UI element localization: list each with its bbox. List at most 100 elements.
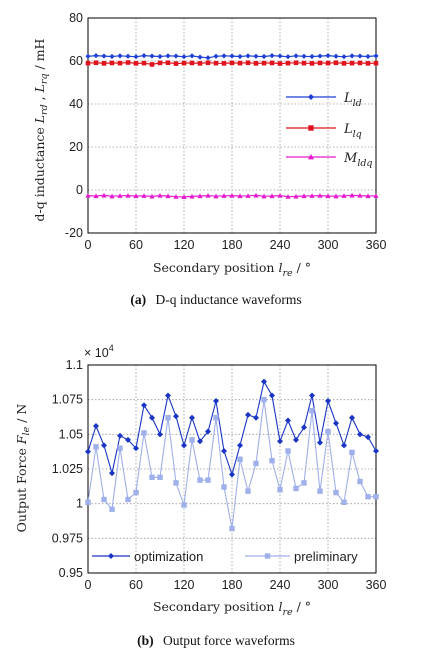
- data-point-l_lq: [173, 61, 179, 66]
- caption-a-text: D-q inductance waveforms: [155, 292, 302, 307]
- data-point-l_lq: [317, 60, 323, 66]
- data-point-optimization: [349, 414, 355, 421]
- x-tick-label: 300: [318, 238, 339, 252]
- data-point-preliminary: [189, 437, 195, 443]
- data-point-preliminary: [141, 430, 147, 436]
- y-tick-label: 0.95: [59, 566, 83, 580]
- data-point-preliminary: [213, 414, 219, 421]
- data-point-m_ldq: [109, 193, 115, 199]
- data-point-l_lq: [197, 61, 203, 66]
- data-point-optimization: [245, 411, 251, 418]
- data-point-l_ld: [157, 53, 163, 60]
- data-point-l_ld: [293, 53, 299, 59]
- x-tick-label: 360: [366, 238, 387, 252]
- data-point-l_lq: [157, 60, 163, 66]
- data-point-l_ld: [365, 53, 371, 60]
- data-point-l_lq: [237, 60, 243, 66]
- data-point-l_ld: [189, 53, 195, 59]
- data-point-optimization: [277, 438, 283, 445]
- data-point-l_ld: [141, 53, 147, 59]
- plot-frame: [87, 17, 377, 234]
- data-point-l_ld: [253, 53, 259, 59]
- data-point-l_lq: [213, 60, 219, 66]
- series-line-preliminary: [87, 399, 376, 529]
- data-point-m_ldq: [165, 193, 171, 199]
- data-point-optimization: [301, 424, 307, 431]
- data-point-l_lq: [101, 61, 107, 66]
- data-point-l_ld: [317, 53, 323, 59]
- data-point-l_lq: [349, 60, 355, 66]
- data-point-preliminary: [317, 488, 323, 494]
- data-point-m_ldq: [197, 193, 203, 199]
- data-point-l_lq: [149, 62, 155, 67]
- data-point-m_ldq: [85, 192, 91, 198]
- caption-a-tag: (a): [130, 292, 147, 307]
- data-point-m_ldq: [173, 194, 179, 199]
- data-point-preliminary: [125, 496, 131, 503]
- data-point-optimization: [357, 431, 363, 438]
- data-point-optimization: [149, 414, 155, 421]
- data-point-preliminary: [357, 478, 363, 485]
- data-point-l_lq: [341, 61, 347, 66]
- data-point-preliminary: [269, 457, 275, 464]
- data-point-l_ld: [333, 53, 339, 59]
- data-point-m_ldq: [285, 194, 291, 199]
- data-point-l_lq: [245, 60, 251, 66]
- data-point-l_lq: [93, 60, 99, 66]
- caption-b-text: Output force waveforms: [162, 633, 295, 648]
- data-point-preliminary: [285, 448, 291, 454]
- data-point-m_ldq: [253, 192, 259, 198]
- y-tick-label: 1.1: [66, 358, 83, 372]
- data-point-l_ld: [197, 54, 203, 60]
- x-tick-label: 60: [129, 578, 143, 592]
- data-point-l_lq: [365, 61, 371, 66]
- data-point-preliminary: [173, 480, 179, 486]
- data-point-l_lq: [261, 60, 267, 66]
- y-tick-label: 80: [69, 11, 83, 25]
- data-point-optimization: [157, 431, 163, 438]
- data-point-preliminary: [277, 487, 283, 493]
- legend-marker-optimization: [108, 553, 114, 559]
- data-point-l_ld: [101, 53, 107, 59]
- data-point-m_ldq: [229, 192, 235, 198]
- data-point-l_lq: [125, 60, 131, 65]
- x-tick-label: 180: [222, 578, 243, 592]
- data-point-m_ldq: [133, 193, 139, 199]
- y-tick-label: 1.05: [59, 427, 83, 441]
- data-point-optimization: [261, 378, 267, 385]
- data-point-optimization: [293, 436, 299, 443]
- data-point-optimization: [165, 392, 171, 399]
- data-point-m_ldq: [269, 193, 275, 199]
- data-point-optimization: [253, 414, 259, 421]
- chart-b-y-axis-label: Output Force Fle / N: [14, 404, 32, 533]
- data-point-m_ldq: [317, 192, 323, 198]
- data-point-optimization: [285, 417, 291, 424]
- data-point-m_ldq: [189, 193, 195, 199]
- x-tick-label: 240: [270, 238, 291, 252]
- data-point-m_ldq: [293, 193, 299, 199]
- data-point-l_ld: [349, 53, 355, 59]
- data-point-l_ld: [277, 53, 283, 59]
- data-point-optimization: [309, 392, 315, 399]
- data-point-preliminary: [325, 428, 331, 435]
- chart-b-series: [85, 378, 379, 532]
- data-point-m_ldq: [333, 193, 339, 199]
- data-point-l_lq: [325, 60, 331, 66]
- data-point-optimization: [189, 414, 195, 421]
- data-point-preliminary: [373, 494, 379, 500]
- data-point-m_ldq: [301, 193, 307, 199]
- data-point-l_ld: [125, 53, 131, 59]
- data-point-preliminary: [93, 444, 99, 450]
- data-point-l_lq: [333, 60, 339, 66]
- data-point-l_lq: [109, 60, 115, 66]
- data-point-preliminary: [165, 414, 171, 421]
- x-tick-label: 300: [318, 578, 339, 592]
- data-point-l_ld: [133, 54, 139, 60]
- data-point-preliminary: [253, 460, 259, 467]
- data-point-optimization: [85, 448, 91, 455]
- data-point-optimization: [125, 436, 131, 443]
- legend-label-l_ld: Lld: [343, 91, 362, 109]
- data-point-preliminary: [109, 506, 115, 512]
- y-tick-label: 40: [69, 97, 83, 111]
